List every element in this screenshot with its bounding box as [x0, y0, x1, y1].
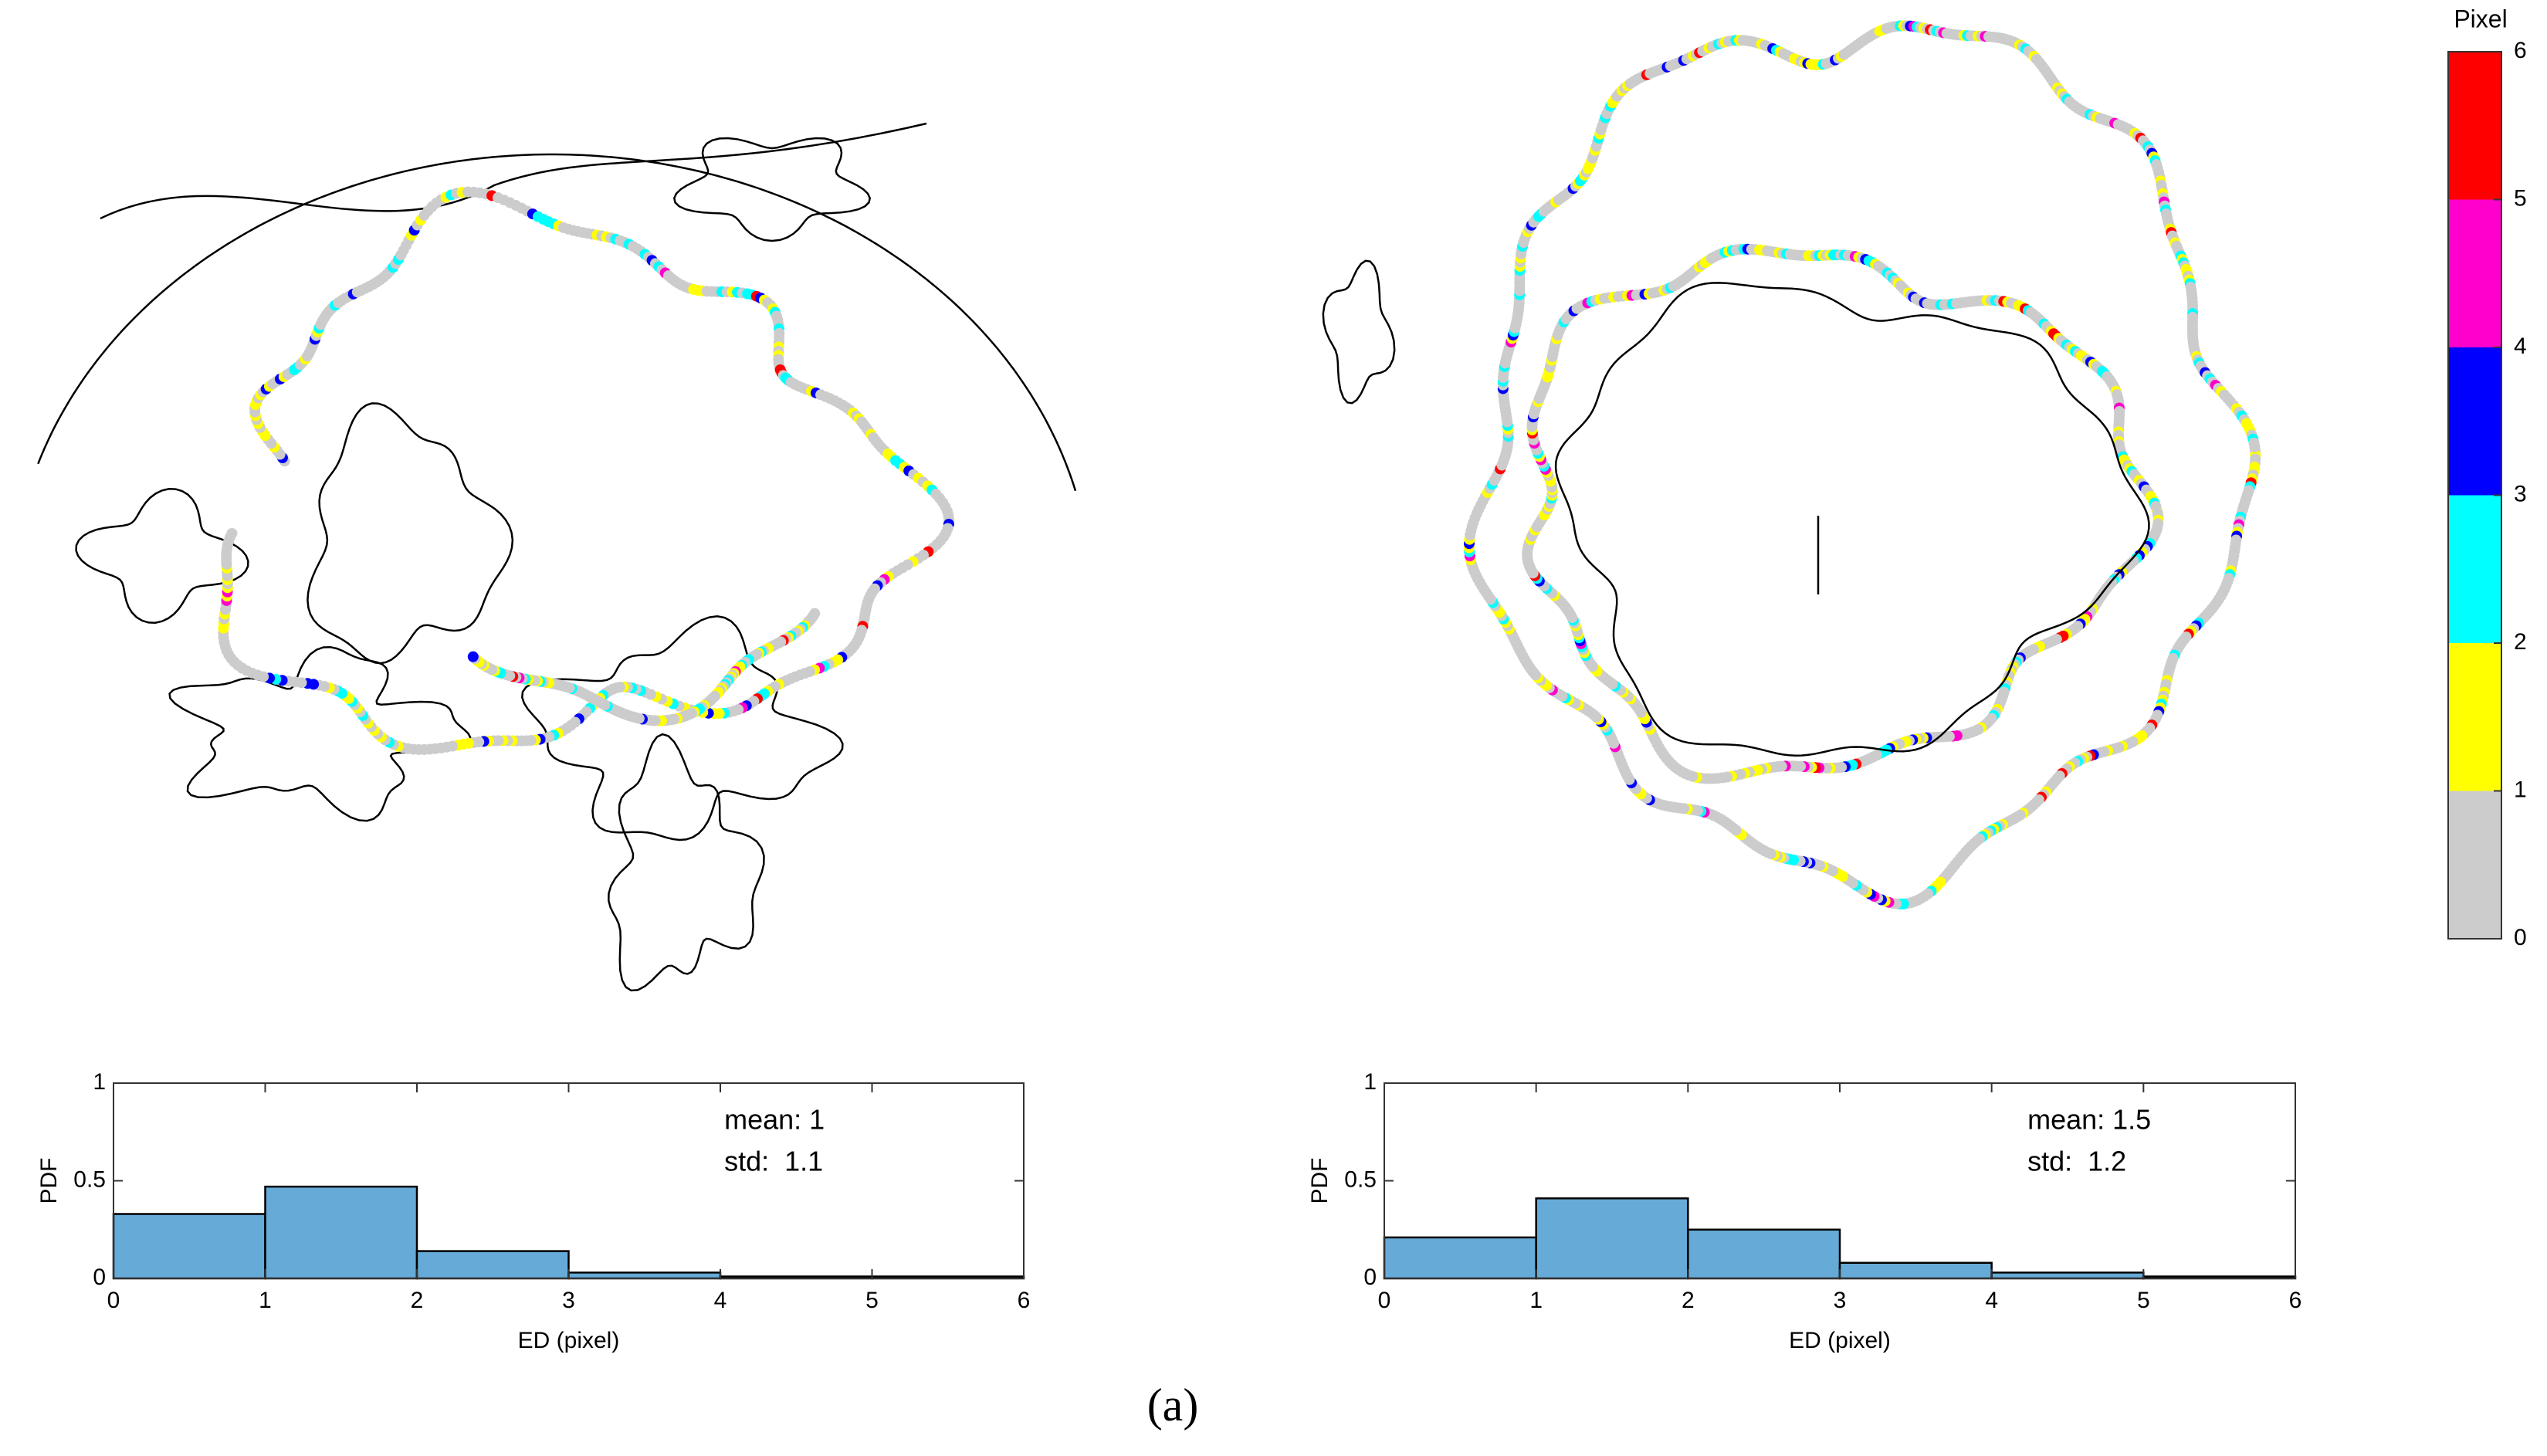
- histogram-bar: [567, 1271, 722, 1280]
- coastline: [168, 645, 472, 822]
- ice-edge-point: [226, 528, 238, 540]
- ice-edge-point: [2150, 501, 2162, 512]
- y-tick-label: 0: [93, 1265, 106, 1290]
- colorbar-tick-label: 5: [2514, 185, 2527, 211]
- y-tick-label: 1: [93, 1069, 106, 1095]
- y-tick-label: 0.5: [73, 1166, 106, 1192]
- histogram-bar: [264, 1185, 418, 1280]
- histogram-bar: [1990, 1271, 2145, 1280]
- histogram-bar: [415, 1250, 570, 1280]
- maps: [37, 20, 2261, 992]
- x-tick-label: 4: [714, 1288, 727, 1313]
- ice-edge-point: [467, 651, 479, 662]
- colorbar-swatch: [2448, 347, 2501, 496]
- y-tick-label: 0.5: [1344, 1166, 1377, 1192]
- x-tick-label: 2: [1682, 1288, 1695, 1313]
- coastline: [1554, 282, 2150, 757]
- colorbar-title: Pixel: [2454, 5, 2507, 32]
- x-tick-label: 6: [1018, 1288, 1031, 1313]
- colorbar-swatch: [2448, 791, 2501, 939]
- x-tick-label: 2: [411, 1288, 424, 1313]
- x-tick-label: 4: [1985, 1288, 1998, 1313]
- map-boundary: [37, 153, 1077, 492]
- y-axis-label: PDF: [1307, 1158, 1333, 1204]
- x-tick-label: 1: [259, 1288, 272, 1313]
- x-tick-label: 3: [562, 1288, 575, 1313]
- colorbar-swatch: [2448, 495, 2501, 643]
- colorbar-tick-label: 1: [2514, 777, 2527, 802]
- x-tick-label: 3: [1834, 1288, 1847, 1313]
- x-tick-label: 0: [1378, 1288, 1391, 1313]
- histogram-bar: [1687, 1228, 1841, 1280]
- y-tick-label: 0: [1363, 1265, 1377, 1290]
- x-tick-label: 5: [865, 1288, 879, 1313]
- histogram-bar: [1383, 1236, 1537, 1280]
- x-axis-label: ED (pixel): [1789, 1328, 1891, 1353]
- coastline: [75, 488, 249, 624]
- x-tick-label: 1: [1529, 1288, 1543, 1313]
- colorbar-tick-label: 6: [2514, 38, 2527, 63]
- colorbar-tick-label: 4: [2514, 334, 2527, 359]
- colorbar-swatch: [2448, 643, 2501, 791]
- colorbar-swatch: [2448, 52, 2501, 200]
- coastline: [307, 402, 514, 665]
- histogram-bar: [1838, 1261, 1993, 1280]
- x-tick-label: 0: [107, 1288, 120, 1313]
- stat-annotation: std: 1.2: [2027, 1146, 2126, 1177]
- caption: (a): [1147, 1380, 1199, 1431]
- y-axis-label: PDF: [36, 1158, 62, 1204]
- coastline: [672, 137, 872, 242]
- x-tick-label: 6: [2289, 1288, 2302, 1313]
- stat-annotation: mean: 1.5: [2027, 1104, 2151, 1136]
- x-tick-label: 5: [2137, 1288, 2150, 1313]
- stat-annotation: mean: 1: [724, 1104, 825, 1136]
- colorbar-tick-label: 0: [2514, 925, 2527, 950]
- colorbar-swatch: [2448, 199, 2501, 347]
- colorbar-tick-label: 2: [2514, 629, 2527, 655]
- histogram-bar: [112, 1213, 266, 1280]
- coastline: [608, 733, 765, 992]
- histogram-bar: [1535, 1197, 1689, 1280]
- stat-annotation: std: 1.1: [724, 1146, 823, 1177]
- ice-edge-point: [2249, 442, 2261, 452]
- y-tick-label: 1: [1363, 1069, 1377, 1095]
- map-boundary: [100, 122, 927, 220]
- x-axis-label: ED (pixel): [518, 1328, 620, 1353]
- colorbar-tick-label: 3: [2514, 481, 2527, 506]
- coastline: [1322, 259, 1396, 405]
